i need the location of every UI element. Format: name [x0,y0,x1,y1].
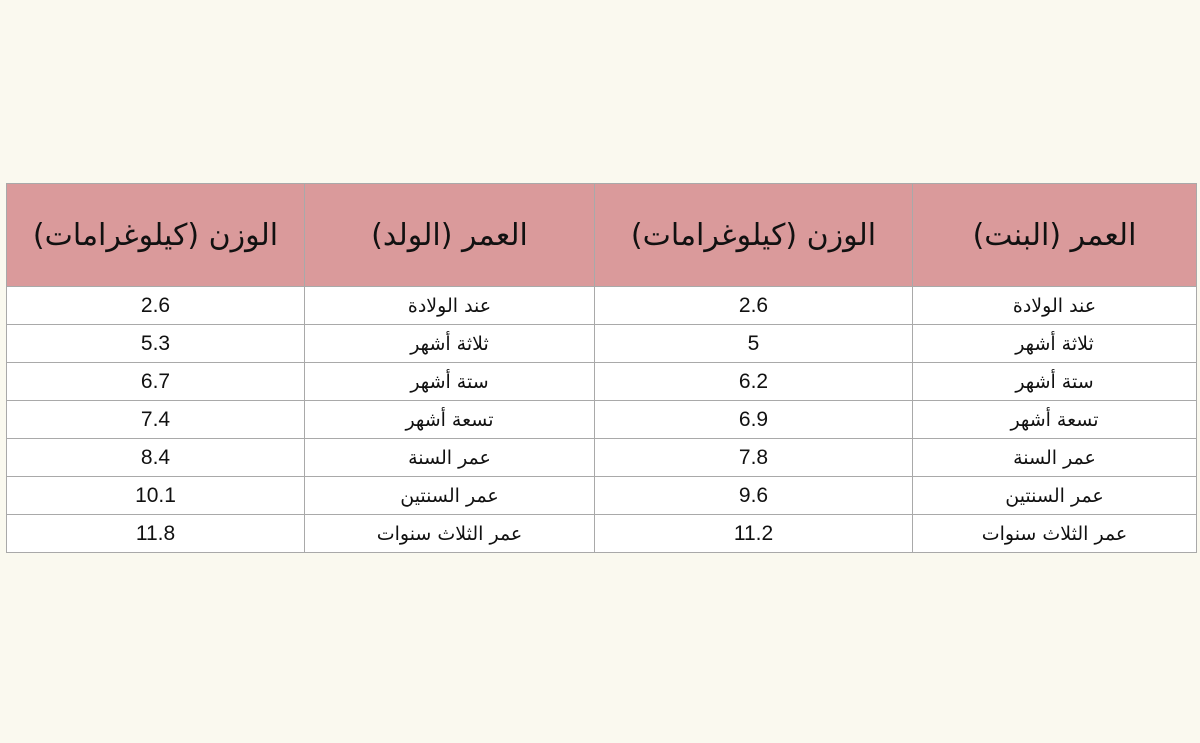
table-row: عمر السنة 7.8 عمر السنة 8.4 [6,438,1197,477]
girl-weight-cell: 7.8 [594,438,913,477]
girl-age-cell: تسعة أشهر [912,400,1197,439]
girl-weight-cell: 6.2 [594,362,913,401]
header-girl-weight: الوزن (كيلوغرامات) [594,183,913,287]
girl-age-cell: عند الولادة [912,286,1197,325]
boy-weight-cell: 8.4 [6,438,305,477]
boy-age-cell: عمر السنتين [304,476,595,515]
boy-age-cell: تسعة أشهر [304,400,595,439]
table-row: تسعة أشهر 6.9 تسعة أشهر 7.4 [6,400,1197,439]
boy-weight-cell: 10.1 [6,476,305,515]
boy-age-cell: ستة أشهر [304,362,595,401]
table-header-row: العمر (البنت) الوزن (كيلوغرامات) العمر (… [6,183,1197,287]
boy-weight-cell: 5.3 [6,324,305,363]
girl-weight-cell: 11.2 [594,514,913,553]
girl-weight-cell: 2.6 [594,286,913,325]
girl-age-cell: عمر السنتين [912,476,1197,515]
child-weight-table: العمر (البنت) الوزن (كيلوغرامات) العمر (… [6,183,1197,553]
table-row: ثلاثة أشهر 5 ثلاثة أشهر 5.3 [6,324,1197,363]
girl-age-cell: ستة أشهر [912,362,1197,401]
girl-age-cell: عمر الثلاث سنوات [912,514,1197,553]
table-row: عند الولادة 2.6 عند الولادة 2.6 [6,286,1197,325]
boy-age-cell: عمر السنة [304,438,595,477]
boy-age-cell: عمر الثلاث سنوات [304,514,595,553]
boy-weight-cell: 11.8 [6,514,305,553]
header-girl-age: العمر (البنت) [912,183,1197,287]
header-boy-age: العمر (الولد) [304,183,595,287]
table-row: عمر السنتين 9.6 عمر السنتين 10.1 [6,476,1197,515]
boy-weight-cell: 7.4 [6,400,305,439]
weight-table-container: العمر (البنت) الوزن (كيلوغرامات) العمر (… [6,183,1197,553]
boy-age-cell: عند الولادة [304,286,595,325]
girl-weight-cell: 9.6 [594,476,913,515]
girl-age-cell: ثلاثة أشهر [912,324,1197,363]
table-row: عمر الثلاث سنوات 11.2 عمر الثلاث سنوات 1… [6,514,1197,553]
boy-weight-cell: 2.6 [6,286,305,325]
girl-weight-cell: 5 [594,324,913,363]
boy-age-cell: ثلاثة أشهر [304,324,595,363]
table-row: ستة أشهر 6.2 ستة أشهر 6.7 [6,362,1197,401]
girl-weight-cell: 6.9 [594,400,913,439]
boy-weight-cell: 6.7 [6,362,305,401]
header-boy-weight: الوزن (كيلوغرامات) [6,183,305,287]
girl-age-cell: عمر السنة [912,438,1197,477]
